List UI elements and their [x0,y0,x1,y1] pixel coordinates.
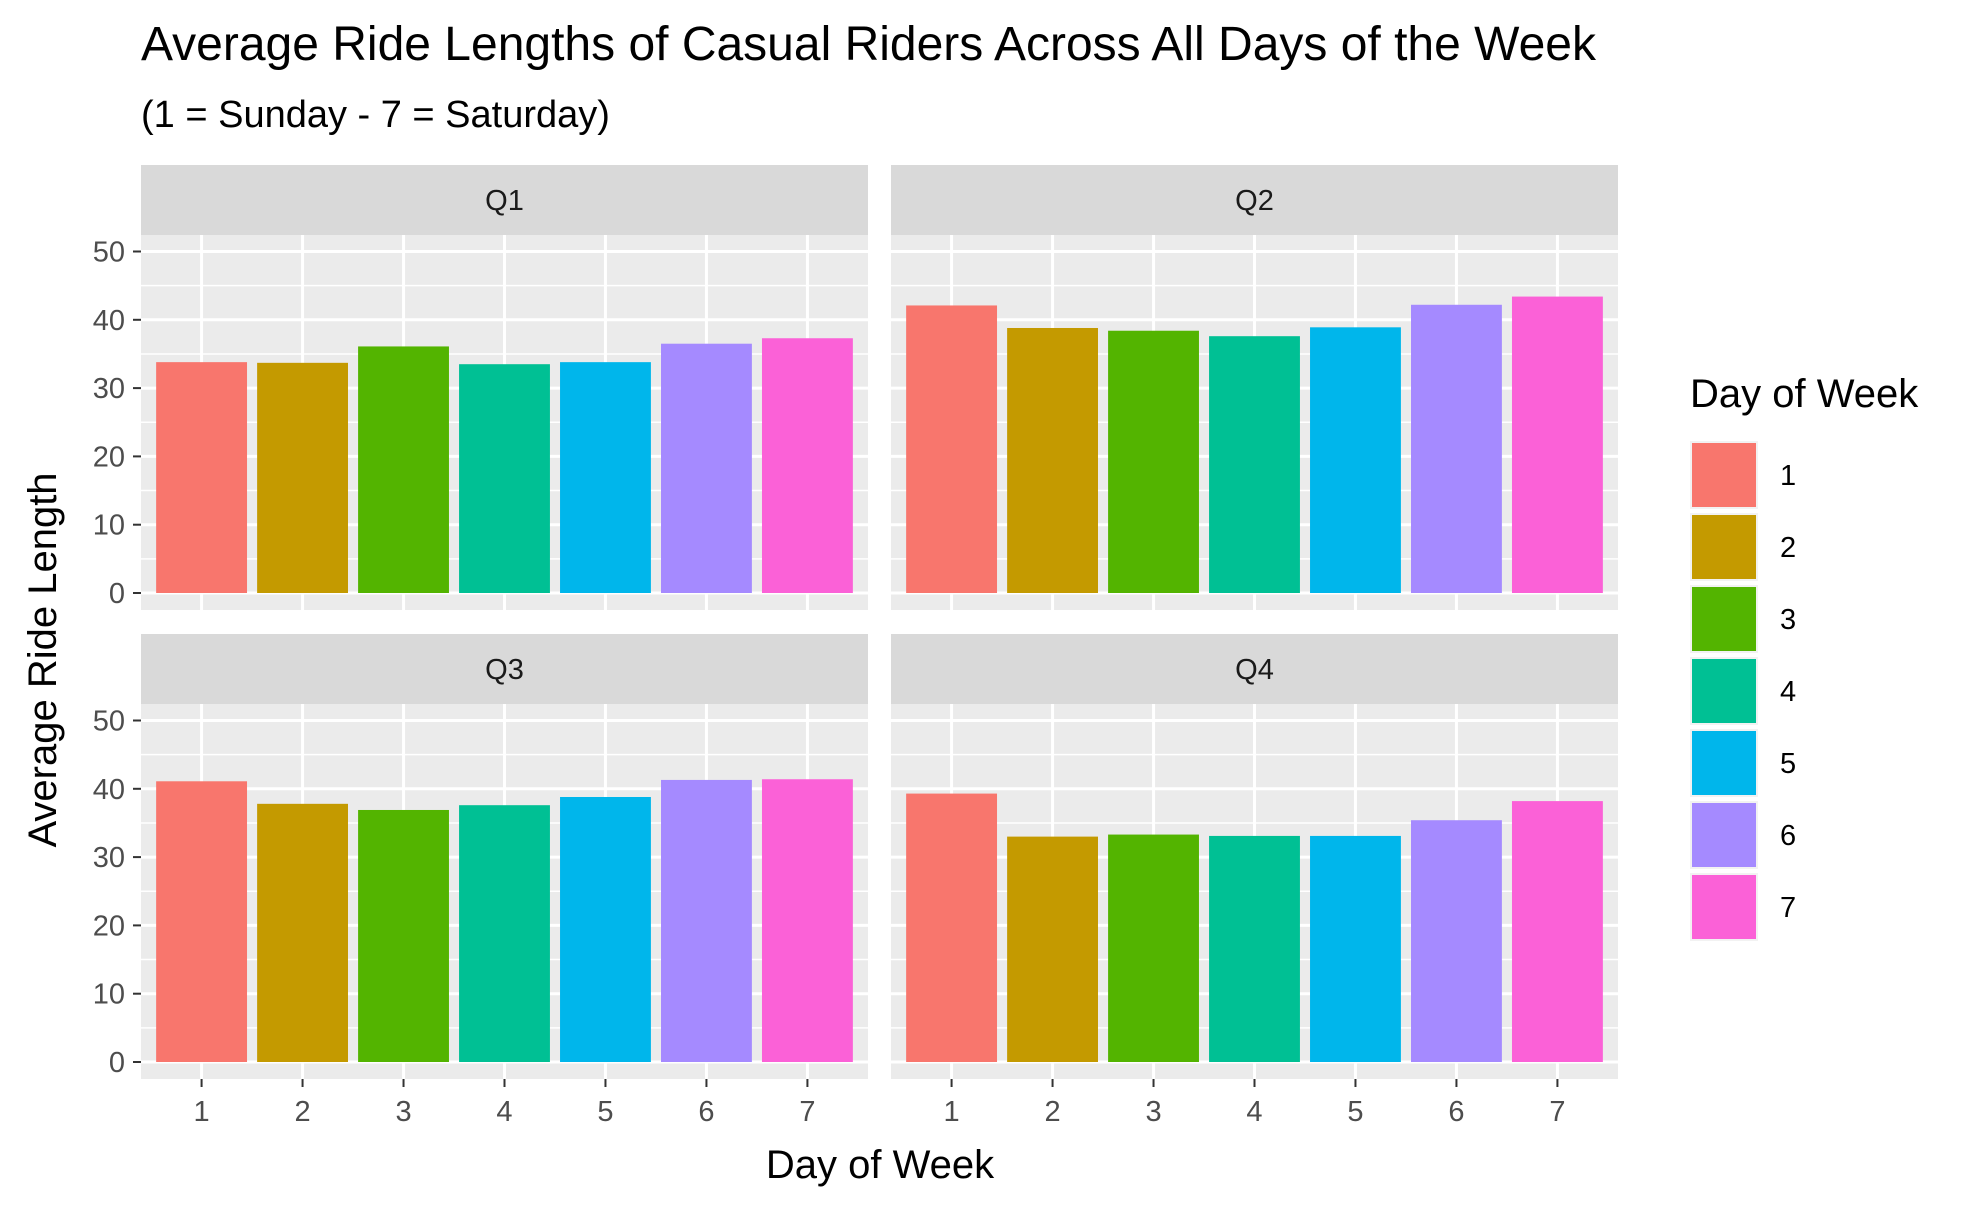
bar-Q3-day-4 [459,805,550,1062]
y-tick-label: 10 [93,979,125,1011]
bar-Q1-day-2 [257,362,348,593]
y-tick-label: 20 [93,910,125,942]
x-tick-label: 6 [698,1096,714,1128]
legend-key-5 [1692,731,1756,795]
y-tick-label: 10 [93,510,125,542]
bar-Q2-day-4 [1209,336,1300,593]
legend-label-4: 4 [1780,676,1796,708]
bar-Q2-day-7 [1511,296,1603,593]
bar-Q1-day-4 [459,364,550,593]
bar-Q2-day-6 [1411,304,1502,593]
bar-Q1-day-1 [156,362,248,593]
facet-strip [891,634,1618,704]
legend-key-7 [1692,875,1756,939]
legend-key-1 [1692,443,1756,507]
y-tick-label: 30 [93,842,125,874]
bar-Q3-day-2 [257,803,348,1062]
x-tick-label: 3 [395,1096,411,1128]
bar-Q2-day-3 [1108,330,1199,593]
bar-Q2-day-2 [1007,327,1098,593]
y-tick-label: 50 [93,706,125,738]
facet-strip-label: Q2 [1235,185,1274,217]
x-tick-label: 1 [194,1096,210,1128]
legend: Day of Week 1 2 3 4 5 6 7 [1690,372,1919,941]
bar-Q4-day-6 [1411,820,1502,1062]
y-tick-label: 30 [93,373,125,405]
x-tick-label: 5 [1347,1096,1363,1128]
facet-strip [141,165,868,235]
bar-Q2-day-5 [1310,327,1401,593]
x-tick-label: 7 [1549,1096,1565,1128]
facet-panel-Q3: Q3 0 10 20 30 40 50 1 2 3 4 5 6 7 [93,634,868,1128]
facet-strip-label: Q1 [485,185,524,217]
bar-Q4-day-5 [1310,835,1401,1062]
y-tick-label: 50 [93,237,125,269]
bar-Q4-day-3 [1108,834,1199,1062]
y-tick-label: 0 [109,578,125,610]
legend-label-6: 6 [1780,820,1796,852]
legend-label-3: 3 [1780,604,1796,636]
bar-Q2-day-1 [906,305,998,593]
bar-Q4-day-1 [906,793,998,1062]
y-axis-title: Average Ride Length [21,472,65,847]
chart-title: Average Ride Lengths of Casual Riders Ac… [141,18,1597,71]
legend-label-2: 2 [1780,532,1796,564]
facet-panel-Q1: Q1 0 10 20 30 40 50 [93,165,868,610]
x-axis-title: Day of Week [766,1143,995,1187]
facet-strip-label: Q4 [1235,654,1274,686]
bar-Q4-day-2 [1007,836,1098,1062]
bar-Q3-day-6 [661,779,752,1062]
bar-Q1-day-6 [661,343,752,593]
x-tick-label: 5 [597,1096,613,1128]
y-tick-label: 40 [93,774,125,806]
bar-Q4-day-4 [1209,835,1300,1062]
y-tick-label: 40 [93,305,125,337]
bar-Q4-day-7 [1511,801,1603,1062]
facet-panel-Q2: Q2 [891,165,1618,610]
x-tick-label: 7 [799,1096,815,1128]
chart-subtitle: (1 = Sunday - 7 = Saturday) [141,94,610,136]
x-tick-label: 4 [1246,1096,1262,1128]
legend-key-3 [1692,587,1756,651]
bar-Q1-day-7 [761,338,853,593]
x-tick-label: 4 [496,1096,512,1128]
legend-label-7: 7 [1780,892,1796,924]
bar-Q3-day-7 [761,779,853,1062]
bar-Q1-day-5 [560,362,651,593]
facet-strip-label: Q3 [485,654,524,686]
bar-Q3-day-1 [156,781,248,1062]
legend-key-6 [1692,803,1756,867]
legend-label-1: 1 [1780,460,1796,492]
legend-title: Day of Week [1690,372,1919,416]
x-tick-label: 2 [294,1096,310,1128]
facet-strip [141,634,868,704]
bar-Q3-day-5 [560,796,651,1062]
facet-panels: Q1 0 10 20 30 40 50 Q2 Q3 0 10 20 30 40 50 1 2 3 4 5 6 7 Q4 1 2 3… [93,165,1618,1128]
x-tick-label: 2 [1044,1096,1060,1128]
legend-label-5: 5 [1780,748,1796,780]
facet-panel-Q4: Q4 1 2 3 4 5 6 7 [891,634,1618,1128]
y-tick-label: 20 [93,441,125,473]
x-tick-label: 1 [944,1096,960,1128]
bar-Q3-day-3 [358,809,449,1062]
legend-key-4 [1692,659,1756,723]
x-tick-label: 3 [1145,1096,1161,1128]
x-tick-label: 6 [1448,1096,1464,1128]
bar-Q1-day-3 [358,346,449,593]
facet-strip [891,165,1618,235]
y-tick-label: 0 [109,1047,125,1079]
legend-key-2 [1692,515,1756,579]
